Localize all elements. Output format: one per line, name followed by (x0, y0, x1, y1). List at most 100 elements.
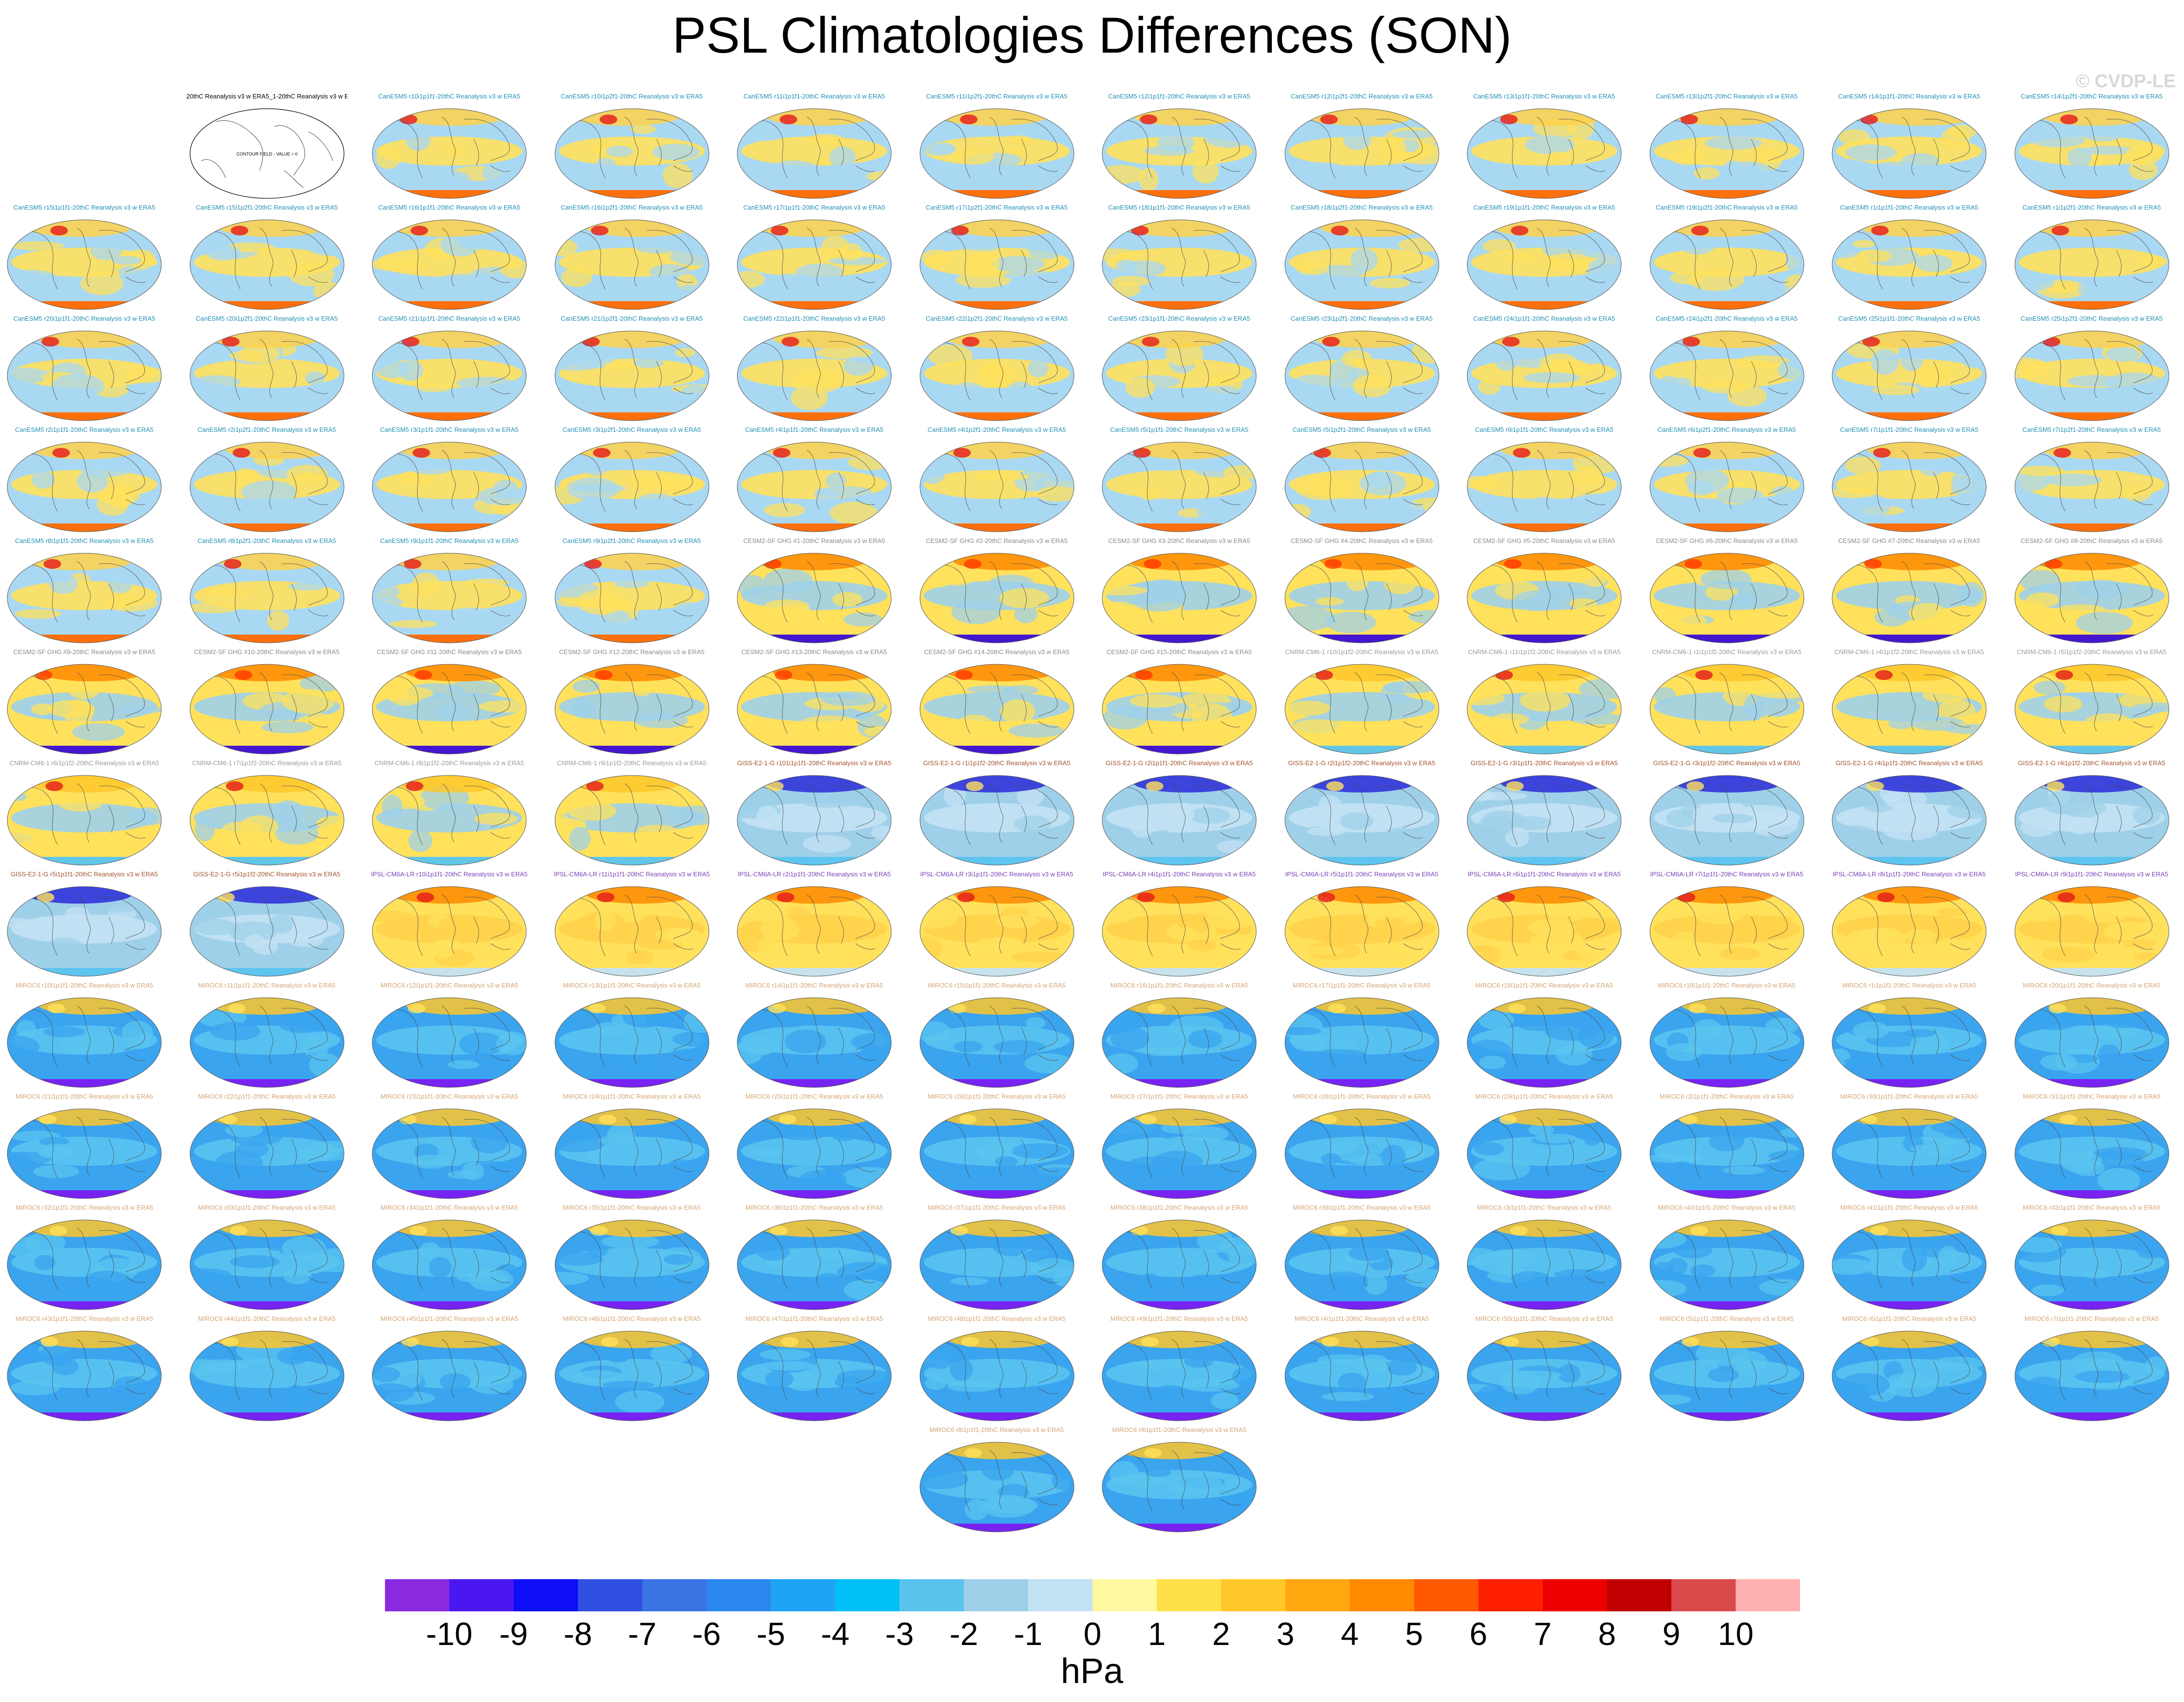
map-panel-title: MIROC6 r7i1p1f1-20thC Reanalysis v3 w ER… (2024, 1315, 2159, 1322)
map-globe (1467, 1331, 1622, 1421)
map-globe (920, 1331, 1074, 1421)
map-panel-title: CESM2-SF GHG #15-20thC Reanalysis v3 w E… (1106, 648, 1252, 656)
map-panel: IPSL-CM6A-LR r8i1p1f1-20thC Reanalysis v… (1829, 870, 1990, 980)
map-panel-title: MIROC6 r22i1p1f1-20thC Reanalysis v3 w E… (198, 1093, 336, 1100)
map-panel-title: CNRM-CM6-1 r9i1p1f2-20thC Reanalysis v3 … (556, 759, 707, 767)
map-panel-title: CanESM5 r13i1p2f1-20thC Reanalysis v3 w … (1655, 93, 1798, 100)
map-globe (2014, 442, 2169, 532)
map-panel-title: MIROC6 r18i1p1f1-20thC Reanalysis v3 w E… (1475, 982, 1613, 989)
map-globe (190, 775, 344, 866)
map-panel-title: CESM2-SF GHG #8-20thC Reanalysis v3 w ER… (2020, 537, 2163, 544)
map-globe (737, 553, 892, 643)
map-panel-title: CanESM5 r7i1p1f1-20thC Reanalysis v3 w E… (1840, 426, 1978, 433)
map-globe (1832, 108, 1987, 199)
map-panel-title: MIROC6 r45i1p1f1-20thC Reanalysis v3 w E… (380, 1315, 518, 1322)
map-panel: CanESM5 r1i1p1f1-20thC Reanalysis v3 w E… (1829, 204, 1990, 313)
colorbar-tick-label: -2 (949, 1616, 978, 1652)
map-panel: CanESM5 r23i1p2f1-20thC Reanalysis v3 w … (1282, 315, 1442, 425)
colorbar-tick-label: 2 (1212, 1616, 1230, 1652)
map-globe (920, 219, 1074, 310)
map-panel-title: CESM2-SF GHG #6-20thC Reanalysis v3 w ER… (1655, 537, 1798, 544)
colorbar-swatch (1478, 1579, 1543, 1611)
colorbar-swatch (1414, 1579, 1479, 1611)
map-panel-title: MIROC6 r37i1p1f1-20thC Reanalysis v3 w E… (928, 1204, 1066, 1211)
map-panel-title: CanESM5 r2i1p2f1-20thC Reanalysis v3 w E… (197, 426, 336, 433)
map-panel: CanESM5 r21i1p1f1-20thC Reanalysis v3 w … (369, 315, 530, 425)
map-panel-title: GISS-E2-1-G r3i1p1f1-20thC Reanalysis v3… (1470, 759, 1618, 767)
map-panel: GISS-E2-1-G r101i1p1f1-20thC Reanalysis … (734, 759, 895, 869)
map-globe (1467, 775, 1622, 866)
map-globe (190, 330, 344, 421)
map-panel: CESM2-SF GHG #12-20thC Reanalysis v3 w E… (552, 648, 712, 758)
map-panel: CanESM5 r10i1p1f1-20thC Reanalysis v3 w … (369, 93, 530, 202)
map-panel-title: CanESM5 r4i1p1f1-20thC Reanalysis v3 w E… (745, 426, 883, 433)
map-panel: CanESM5 r15i1p1f1-20thC Reanalysis v3 w … (4, 204, 165, 313)
map-panel-title: CESM2-SF GHG #14-20thC Reanalysis v3 w E… (924, 648, 1070, 656)
map-panel-title: CESM2-SF GHG #11-20thC Reanalysis v3 w E… (377, 648, 522, 656)
map-globe (190, 442, 344, 532)
map-panel-title: CanESM5 r15i1p2f1-20thC Reanalysis v3 w … (195, 204, 338, 211)
map-globe (372, 1331, 527, 1421)
map-panel: GISS-E2-1-G r5i1p1f1-20thC Reanalysis v3… (4, 870, 165, 980)
map-panel: CanESM5 r25i1p1f1-20thC Reanalysis v3 w … (1829, 315, 1990, 425)
colorbar-tick-label: -6 (692, 1616, 721, 1652)
map-panel-title: CanESM5 r10i1p1f1-20thC Reanalysis v3 w … (378, 93, 520, 100)
map-panel-title: MIROC6 r46i1p1f1-20thC Reanalysis v3 w E… (563, 1315, 701, 1322)
map-panel: CanESM5 r19i1p2f1-20thC Reanalysis v3 w … (1647, 204, 1807, 313)
map-panel: GISS-E2-1-G r3i1p1f1-20thC Reanalysis v3… (1464, 759, 1625, 869)
colorbar-swatch (1736, 1579, 1800, 1611)
map-panel-title: CESM2-SF GHG #3-20thC Reanalysis v3 w ER… (1108, 537, 1250, 544)
map-panel-title: CanESM5 r19i1p1f1-20thC Reanalysis v3 w … (1473, 204, 1615, 211)
map-panel: MIROC6 r48i1p1f1-20thC Reanalysis v3 w E… (917, 1315, 1077, 1425)
map-panel-title: MIROC6 r40i1p1f1-20thC Reanalysis v3 w E… (1658, 1204, 1796, 1211)
map-panel-title: MIROC6 r32i1p1f1-20thC Reanalysis v3 w E… (15, 1204, 153, 1211)
map-globe (2014, 219, 2169, 310)
map-panel: MIROC6 r7i1p1f1-20thC Reanalysis v3 w ER… (2012, 1315, 2172, 1425)
map-panel: CanESM5 r5i1p1f1-20thC Reanalysis v3 w E… (1099, 426, 1260, 536)
map-globe (737, 442, 892, 532)
map-globe (2014, 997, 2169, 1088)
map-globe (372, 330, 527, 421)
map-panel-title: CanESM5 r2i1p1f1-20thC Reanalysis v3 w E… (15, 426, 153, 433)
map-panel: CanESM5 r22i1p2f1-20thC Reanalysis v3 w … (917, 315, 1077, 425)
map-globe (1649, 108, 1804, 199)
map-panel-title: MIROC6 r11i1p1f1-20thC Reanalysis v3 w E… (198, 982, 336, 989)
map-panel-title: CanESM5 r5i1p2f1-20thC Reanalysis v3 w E… (1292, 426, 1431, 433)
map-panel-title: CanESM5 r22i1p1f1-20thC Reanalysis v3 w … (743, 315, 885, 322)
map-panel: CanESM5 r8i1p2f1-20thC Reanalysis v3 w E… (187, 537, 347, 647)
map-globe (1649, 442, 1804, 532)
map-panel-title: CanESM5 r17i1p1f1-20thC Reanalysis v3 w … (743, 204, 885, 211)
map-panel: CanESM5 r6i1p1f1-20thC Reanalysis v3 w E… (1464, 426, 1625, 536)
map-globe (555, 442, 709, 532)
colorbar-swatch (1543, 1579, 1608, 1611)
map-panel: CESM2-SF GHG #9-20thC Reanalysis v3 w ER… (4, 648, 165, 758)
map-panel-title: CanESM5 r12i1p2f1-20thC Reanalysis v3 w … (1290, 93, 1433, 100)
map-globe (190, 219, 344, 310)
map-globe (1649, 886, 1804, 977)
map-panel: MIROC6 r5i1p1f1-20thC Reanalysis v3 w ER… (1647, 1315, 1807, 1425)
map-panel-title: CESM2-SF GHG #13-20thC Reanalysis v3 w E… (741, 648, 887, 656)
map-panel-title: CanESM5 r14i1p2f1-20thC Reanalysis v3 w … (2020, 93, 2163, 100)
colorbar-tick-label: 10 (1718, 1616, 1754, 1652)
map-panel: MIROC6 r8i1p1f1-20thC Reanalysis v3 w ER… (917, 1426, 1077, 1536)
contour-field-label: CONTOUR FIELD - VALUE = 0 (236, 152, 297, 156)
map-panel: MIROC6 r49i1p1f1-20thC Reanalysis v3 w E… (1099, 1315, 1260, 1425)
map-panel-title: CESM2-SF GHG #7-20thC Reanalysis v3 w ER… (1838, 537, 1980, 544)
map-panel: MIROC6 r19i1p1f1-20thC Reanalysis v3 w E… (1647, 982, 1807, 1091)
map-panel: MIROC6 r39i1p1f1-20thC Reanalysis v3 w E… (1282, 1204, 1442, 1314)
map-globe (555, 775, 709, 866)
map-globe (1832, 219, 1987, 310)
watermark: © CVDP-LE (2076, 71, 2176, 92)
map-globe (555, 1331, 709, 1421)
map-globe (372, 664, 527, 754)
map-globe (7, 219, 162, 310)
map-panel: CanESM5 r19i1p1f1-20thC Reanalysis v3 w … (1464, 204, 1625, 313)
colorbar-swatch (1350, 1579, 1415, 1611)
map-panel-title: MIROC6 r3i1p1f1-20thC Reanalysis v3 w ER… (1477, 1204, 1611, 1211)
map-globe (1102, 330, 1257, 421)
map-globe (7, 997, 162, 1088)
map-globe (372, 775, 527, 866)
map-panel: CESM2-SF GHG #2-20thC Reanalysis v3 w ER… (917, 537, 1077, 647)
map-panel: CanESM5 r6i1p2f1-20thC Reanalysis v3 w E… (1647, 426, 1807, 536)
map-panel: MIROC6 r25i1p1f1-20thC Reanalysis v3 w E… (734, 1093, 895, 1202)
